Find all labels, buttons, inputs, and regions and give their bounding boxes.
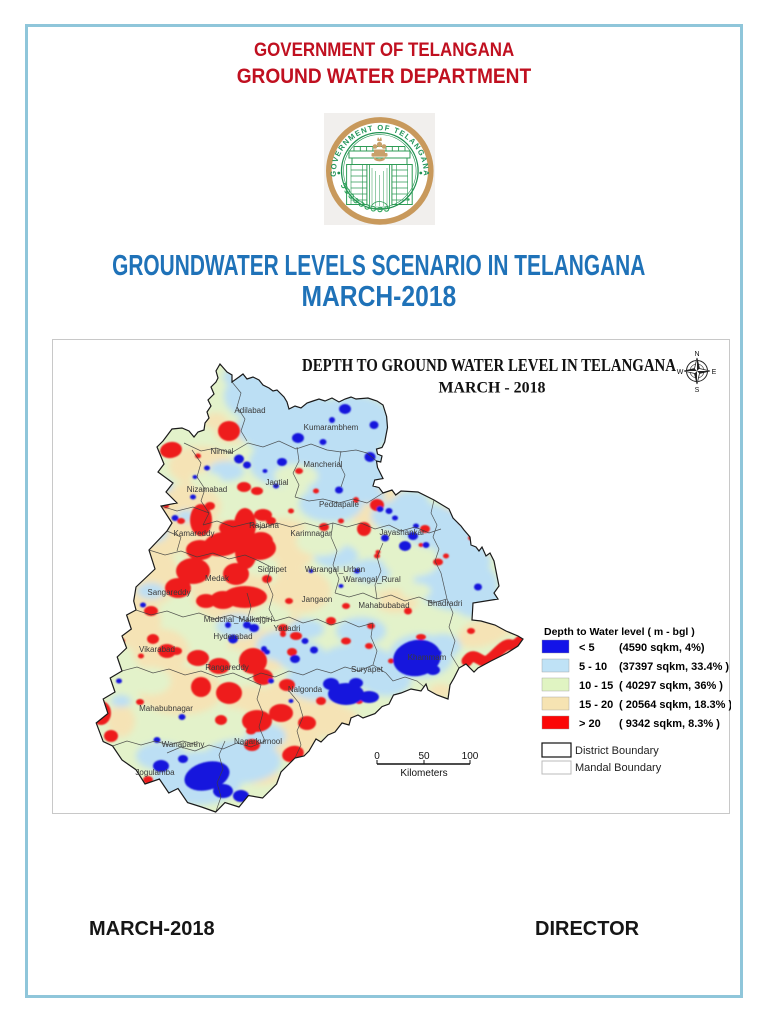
svg-text:5 - 10: 5 - 10 <box>579 661 607 673</box>
svg-text:E: E <box>712 369 717 376</box>
svg-text:Karimnagar: Karimnagar <box>290 529 332 538</box>
svg-text:100: 100 <box>462 751 479 762</box>
svg-text:Nizamabad: Nizamabad <box>187 485 227 494</box>
svg-text:> 20: > 20 <box>579 718 601 730</box>
svg-text:Peddapalle: Peddapalle <box>319 500 360 509</box>
svg-text:< 5: < 5 <box>579 642 595 654</box>
svg-text:Mancherial: Mancherial <box>303 460 342 469</box>
svg-text:S: S <box>695 387 700 394</box>
svg-text:Mahabubnagar: Mahabubnagar <box>139 704 193 713</box>
svg-text:Medak: Medak <box>205 574 230 583</box>
svg-text:15 - 20: 15 - 20 <box>579 699 613 711</box>
svg-text:Kamareddy: Kamareddy <box>174 529 215 538</box>
svg-text:Medchal_Malkajgiri: Medchal_Malkajgiri <box>204 615 273 624</box>
svg-text:Depth to Water level ( m - bgl: Depth to Water level ( m - bgl ) <box>544 626 695 638</box>
svg-text:Kumarambhem: Kumarambhem <box>304 423 359 432</box>
svg-text:Nagarkurnool: Nagarkurnool <box>234 737 282 746</box>
svg-text:Jogulamba: Jogulamba <box>135 768 175 777</box>
svg-text:50: 50 <box>418 751 430 762</box>
svg-text:Warangal_Rural: Warangal_Rural <box>343 575 401 584</box>
svg-text:Hyderabad: Hyderabad <box>213 632 252 641</box>
svg-text:DEPTH TO GROUND WATER LEVEL IN: DEPTH TO GROUND WATER LEVEL IN TELANGANA <box>302 355 676 375</box>
svg-text:Yadadri: Yadadri <box>274 624 301 633</box>
svg-text:Jayashankar: Jayashankar <box>379 528 425 537</box>
svg-text:Bhadradri: Bhadradri <box>428 599 463 608</box>
svg-text:( 20564 sqkm, 18.3% ): ( 20564 sqkm, 18.3% ) <box>619 699 731 711</box>
svg-text:Rajanna: Rajanna <box>249 521 279 530</box>
svg-text:( 9342 sqkm, 8.3% ): ( 9342 sqkm, 8.3% ) <box>619 718 720 730</box>
svg-text:Warangal_Urban: Warangal_Urban <box>305 565 365 574</box>
svg-text:Sangareddy: Sangareddy <box>147 588 190 597</box>
svg-text:Rangareddy: Rangareddy <box>205 663 249 672</box>
svg-text:Jangaon: Jangaon <box>302 595 333 604</box>
svg-text:( 40297 sqkm, 36% ): ( 40297 sqkm, 36% ) <box>619 680 723 692</box>
svg-text:Mahabubabad: Mahabubabad <box>358 601 409 610</box>
svg-text:Khammam: Khammam <box>408 653 447 662</box>
svg-text:(4590 sqkm, 4%): (4590 sqkm, 4%) <box>619 642 705 654</box>
svg-text:Jagtial: Jagtial <box>265 478 288 487</box>
svg-text:Nalgonda: Nalgonda <box>288 685 323 694</box>
svg-text:District Boundary: District Boundary <box>575 745 659 757</box>
svg-text:N: N <box>694 351 699 358</box>
svg-text:(37397 sqkm, 33.4% ): (37397 sqkm, 33.4% ) <box>619 661 729 673</box>
svg-text:Suryapet: Suryapet <box>351 665 384 674</box>
svg-text:Mandal Boundary: Mandal Boundary <box>575 762 662 774</box>
svg-text:Siddipet: Siddipet <box>258 565 288 574</box>
svg-text:10 - 15: 10 - 15 <box>579 680 613 692</box>
svg-text:W: W <box>677 369 684 376</box>
svg-text:0: 0 <box>374 751 380 762</box>
svg-text:Adilabad: Adilabad <box>234 406 265 415</box>
svg-text:Nirmal: Nirmal <box>210 447 233 456</box>
svg-text:Wanaparthy: Wanaparthy <box>162 740 205 749</box>
svg-text:Vikarabad: Vikarabad <box>139 645 175 654</box>
svg-text:Kilometers: Kilometers <box>400 768 447 779</box>
svg-text:MARCH - 2018: MARCH - 2018 <box>439 380 546 397</box>
